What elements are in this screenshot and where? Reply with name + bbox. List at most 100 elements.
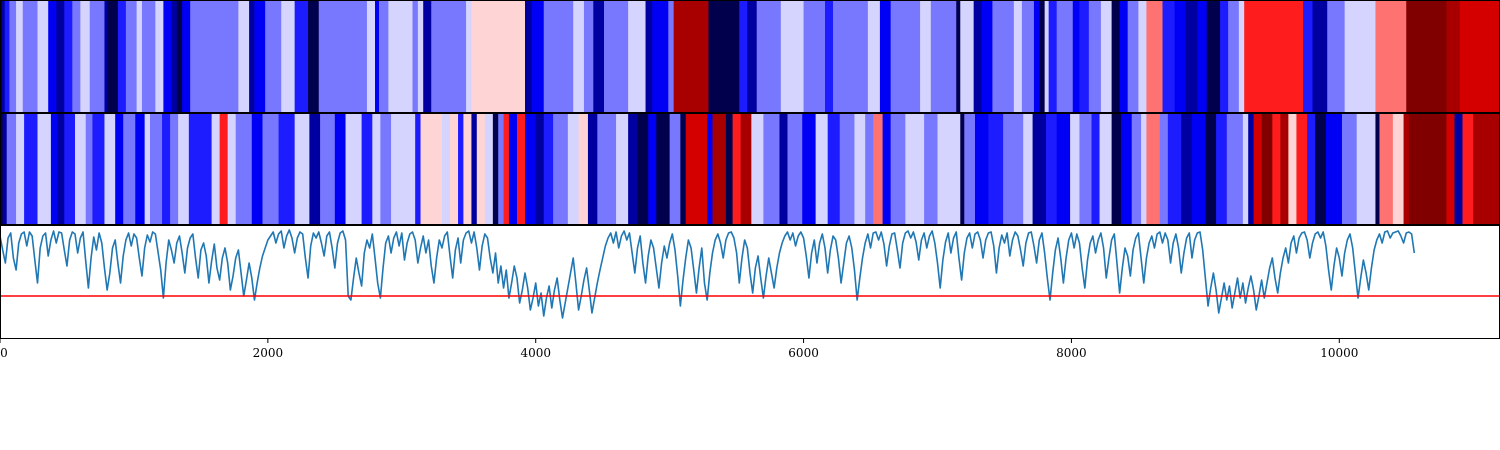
- heatmap-top-segment-31: [308, 1, 320, 112]
- heatmap-top-segment-74: [1021, 1, 1035, 112]
- heatmap-top-segment-94: [1220, 1, 1229, 112]
- heatmap-middle-segment-99: [1079, 114, 1092, 224]
- heatmap-top-segment-83: [1100, 1, 1112, 112]
- heatmap-middle-segment-78: [815, 114, 829, 224]
- heatmap-middle-segment-26: [251, 114, 263, 224]
- heatmap-middle-segment-103: [1120, 114, 1133, 224]
- heatmap-top-segment-27: [254, 1, 266, 112]
- heatmap-top-segment-52: [652, 1, 669, 112]
- heatmap-middle-segment-43: [463, 114, 472, 224]
- heatmap-middle-segment-35: [372, 114, 381, 224]
- heatmap-top-segment-71: [981, 1, 993, 112]
- heatmap-middle-segment-6: [50, 114, 58, 224]
- heatmap-top-segment-20: [163, 1, 172, 112]
- heatmap-top-segment-84: [1111, 1, 1121, 112]
- heatmap-top-segment-75: [1033, 1, 1040, 112]
- heatmap-top-segment-39: [423, 1, 432, 112]
- heatmap-middle-segment-128: [1379, 114, 1394, 224]
- heatmap-top-segment-36: [388, 1, 413, 112]
- heatmap-top-segment-59: [780, 1, 804, 112]
- heatmap-top-segment-29: [281, 1, 296, 112]
- heatmap-middle-segment-135: [1473, 114, 1500, 224]
- heatmap-middle-segment-29: [294, 114, 310, 224]
- x-tick-label-2: 4000: [520, 346, 551, 360]
- heatmap-middle-segment-28: [278, 114, 296, 224]
- heatmap-top-segment-38: [417, 1, 424, 112]
- heatmap-middle-segment-123: [1315, 114, 1327, 224]
- heatmap-middle-segment-95: [1032, 114, 1047, 224]
- heatmap-top-segment-100: [1327, 1, 1346, 112]
- heatmap-top-segment-101: [1344, 1, 1376, 112]
- x-tick-label-5: 10000: [1320, 346, 1358, 360]
- heatmap-middle-segment-31: [320, 114, 336, 224]
- heatmap-middle-segment-45: [476, 114, 486, 224]
- heatmap-middle-segment-132: [1446, 114, 1455, 224]
- x-tick-label-3: 6000: [788, 346, 819, 360]
- heatmap-top-segment-22: [176, 1, 183, 112]
- heatmap-top-segment-102: [1375, 1, 1407, 112]
- heatmap-middle-segment-88: [937, 114, 961, 224]
- heatmap-middle-segment-37: [391, 114, 416, 224]
- heatmap-middle-segment-127: [1375, 114, 1380, 224]
- heatmap-middle-segment-113: [1226, 114, 1244, 224]
- heatmap-middle-segment-122: [1307, 114, 1316, 224]
- heatmap-top-segment-5: [22, 1, 38, 112]
- heatmap-middle-segment-54: [543, 114, 554, 224]
- heatmap-middle-segment-64: [656, 114, 671, 224]
- heatmap-middle-segment-3: [16, 114, 25, 224]
- heatmap-middle-segment-41: [450, 114, 459, 224]
- heatmap-top-segment-16: [125, 1, 137, 112]
- series-line: [0, 229, 1416, 319]
- heatmap-top-segment-1: [2, 1, 6, 112]
- heatmap-middle-segment-15: [135, 114, 146, 224]
- heatmap-middle-segment-83: [873, 114, 883, 224]
- heatmap-top-segment-10: [72, 1, 81, 112]
- heatmap-middle-segment-120: [1288, 114, 1297, 224]
- heatmap-middle-segment-62: [637, 114, 649, 224]
- heatmap-top-segment-25: [238, 1, 250, 112]
- heatmap-top-segment-47: [583, 1, 594, 112]
- heatmap-top-segment-79: [1056, 1, 1074, 112]
- heatmap-middle-segment-39: [420, 114, 443, 224]
- heatmap-top-segment-32: [318, 1, 368, 112]
- heatmap-middle-segment-48: [498, 114, 504, 224]
- heatmap-middle-segment-110: [1191, 114, 1206, 224]
- heatmap-top-segment-92: [1197, 1, 1208, 112]
- heatmap-top-segment-41: [466, 1, 472, 112]
- heatmap-middle-segment-97: [1056, 114, 1071, 224]
- heatmap-top-segment-76: [1039, 1, 1046, 112]
- heatmap-top-segment-50: [628, 1, 646, 112]
- x-tick-label-0: 0: [0, 346, 8, 360]
- heatmap-top-segment-18: [141, 1, 156, 112]
- heatmap-top-segment-58: [756, 1, 782, 112]
- heatmap-middle-segment-131: [1408, 114, 1447, 224]
- heatmap-top-segment-45: [543, 1, 574, 112]
- heatmap-middle-segment-0: [0, 114, 4, 224]
- heatmap-middle-segment-134: [1462, 114, 1474, 224]
- heatmap-middle-segment-116: [1253, 114, 1263, 224]
- heatmap-top-panel: [0, 1, 1500, 112]
- heatmap-middle-segment-107: [1159, 114, 1169, 224]
- heatmap-top-segment-72: [992, 1, 1015, 112]
- heatmap-top-segment-40: [431, 1, 467, 112]
- heatmap-top-segment-62: [833, 1, 869, 112]
- heatmap-middle-segment-52: [525, 114, 537, 224]
- heatmap-middle-segment-49: [503, 114, 510, 224]
- heatmap-top-segment-68: [956, 1, 961, 112]
- heatmap-middle-segment-73: [751, 114, 764, 224]
- heatmap-middle-segment-68: [707, 114, 713, 224]
- heatmap-top-segment-55: [708, 1, 740, 112]
- heatmap-top-segment-60: [803, 1, 826, 112]
- heatmap-middle-segment-90: [964, 114, 976, 224]
- heatmap-middle-segment-82: [865, 114, 874, 224]
- heatmap-top-segment-61: [825, 1, 834, 112]
- heatmap-middle-segment-102: [1111, 114, 1122, 224]
- heatmap-top-segment-87: [1138, 1, 1147, 112]
- heatmap-middle-segment-69: [712, 114, 727, 224]
- heatmap-top-segment-64: [879, 1, 892, 112]
- heatmap-top-segment-28: [265, 1, 282, 112]
- heatmap-top-segment-2: [4, 1, 10, 112]
- heatmap-middle-segment-126: [1356, 114, 1376, 224]
- heatmap-middle-segment-100: [1091, 114, 1100, 224]
